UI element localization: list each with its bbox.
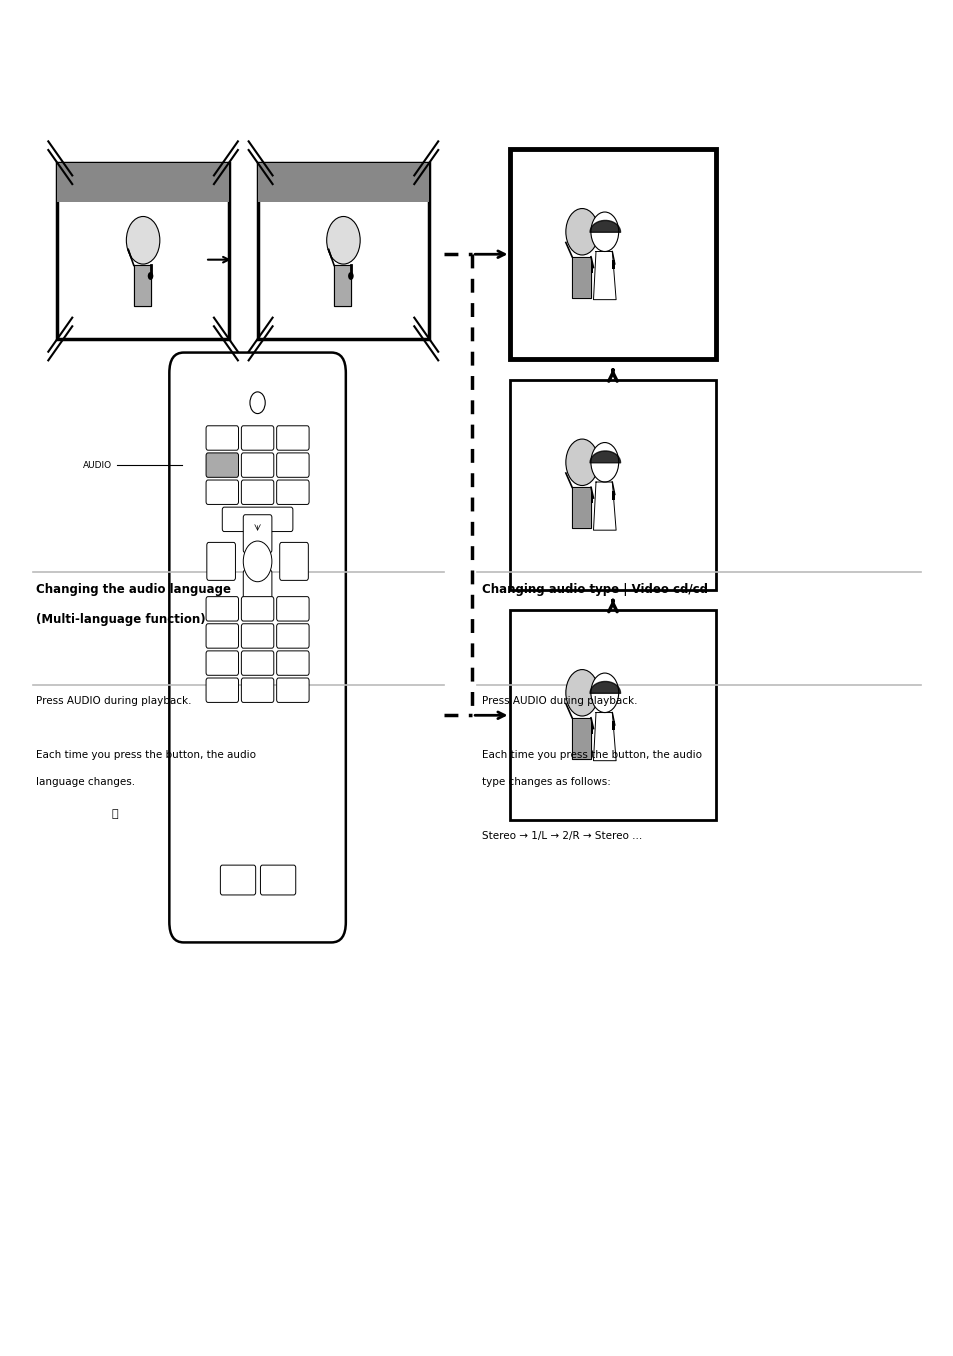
Polygon shape bbox=[593, 712, 616, 761]
Polygon shape bbox=[572, 256, 590, 298]
Circle shape bbox=[348, 273, 354, 279]
Bar bbox=[510, 610, 715, 820]
FancyBboxPatch shape bbox=[279, 542, 308, 580]
FancyBboxPatch shape bbox=[207, 542, 235, 580]
Bar bbox=[57, 163, 229, 202]
Bar bbox=[510, 149, 715, 359]
Text: type changes as follows:: type changes as follows: bbox=[481, 777, 610, 786]
Bar bbox=[612, 721, 615, 731]
Text: Each time you press the button, the audio: Each time you press the button, the audi… bbox=[481, 750, 701, 759]
Circle shape bbox=[148, 273, 153, 279]
FancyBboxPatch shape bbox=[206, 453, 238, 477]
FancyBboxPatch shape bbox=[241, 624, 274, 648]
Circle shape bbox=[590, 212, 618, 251]
Polygon shape bbox=[572, 487, 590, 529]
Text: Changing audio type | Video cd/cd: Changing audio type | Video cd/cd bbox=[481, 583, 707, 597]
Circle shape bbox=[565, 670, 598, 716]
Polygon shape bbox=[593, 251, 616, 300]
FancyBboxPatch shape bbox=[260, 865, 295, 895]
FancyBboxPatch shape bbox=[243, 570, 272, 607]
Bar bbox=[590, 264, 593, 273]
Bar bbox=[590, 725, 593, 734]
FancyBboxPatch shape bbox=[276, 597, 309, 621]
Text: language changes.: language changes. bbox=[36, 777, 135, 786]
FancyBboxPatch shape bbox=[241, 651, 274, 675]
Text: Each time you press the button, the audio: Each time you press the button, the audi… bbox=[36, 750, 256, 759]
Text: Press AUDIO during playback.: Press AUDIO during playback. bbox=[36, 696, 192, 705]
FancyBboxPatch shape bbox=[241, 678, 274, 702]
Bar bbox=[612, 260, 615, 270]
Circle shape bbox=[590, 673, 618, 712]
Circle shape bbox=[243, 541, 272, 582]
Circle shape bbox=[565, 209, 598, 255]
Bar bbox=[612, 491, 615, 500]
FancyBboxPatch shape bbox=[220, 865, 255, 895]
FancyBboxPatch shape bbox=[276, 426, 309, 450]
Polygon shape bbox=[334, 266, 351, 306]
Circle shape bbox=[126, 217, 160, 264]
FancyBboxPatch shape bbox=[276, 678, 309, 702]
Bar bbox=[590, 495, 593, 503]
FancyBboxPatch shape bbox=[206, 624, 238, 648]
FancyBboxPatch shape bbox=[170, 353, 345, 942]
FancyBboxPatch shape bbox=[241, 453, 274, 477]
Bar bbox=[510, 380, 715, 590]
Text: AUDIO: AUDIO bbox=[83, 461, 112, 469]
Bar bbox=[57, 163, 229, 339]
FancyBboxPatch shape bbox=[241, 480, 274, 504]
FancyBboxPatch shape bbox=[243, 515, 272, 553]
FancyBboxPatch shape bbox=[276, 651, 309, 675]
Polygon shape bbox=[133, 266, 151, 306]
FancyBboxPatch shape bbox=[206, 597, 238, 621]
Circle shape bbox=[326, 217, 360, 264]
FancyBboxPatch shape bbox=[276, 624, 309, 648]
Text: Stereo → 1/L → 2/R → Stereo ...: Stereo → 1/L → 2/R → Stereo ... bbox=[481, 831, 641, 841]
FancyBboxPatch shape bbox=[206, 678, 238, 702]
Text: (Multi-language function): (Multi-language function) bbox=[36, 613, 206, 626]
Circle shape bbox=[590, 442, 618, 481]
FancyBboxPatch shape bbox=[206, 480, 238, 504]
Circle shape bbox=[565, 439, 598, 485]
FancyBboxPatch shape bbox=[276, 480, 309, 504]
Circle shape bbox=[250, 392, 265, 414]
Polygon shape bbox=[593, 481, 616, 530]
Bar bbox=[257, 163, 429, 339]
FancyBboxPatch shape bbox=[206, 651, 238, 675]
FancyBboxPatch shape bbox=[241, 597, 274, 621]
FancyBboxPatch shape bbox=[222, 507, 293, 532]
Bar bbox=[257, 163, 429, 202]
FancyBboxPatch shape bbox=[206, 426, 238, 450]
FancyBboxPatch shape bbox=[276, 453, 309, 477]
Text: 🎧: 🎧 bbox=[112, 808, 117, 819]
FancyBboxPatch shape bbox=[241, 426, 274, 450]
Text: Press AUDIO during playback.: Press AUDIO during playback. bbox=[481, 696, 637, 705]
Polygon shape bbox=[572, 717, 590, 759]
Text: Changing the audio language: Changing the audio language bbox=[36, 583, 231, 597]
